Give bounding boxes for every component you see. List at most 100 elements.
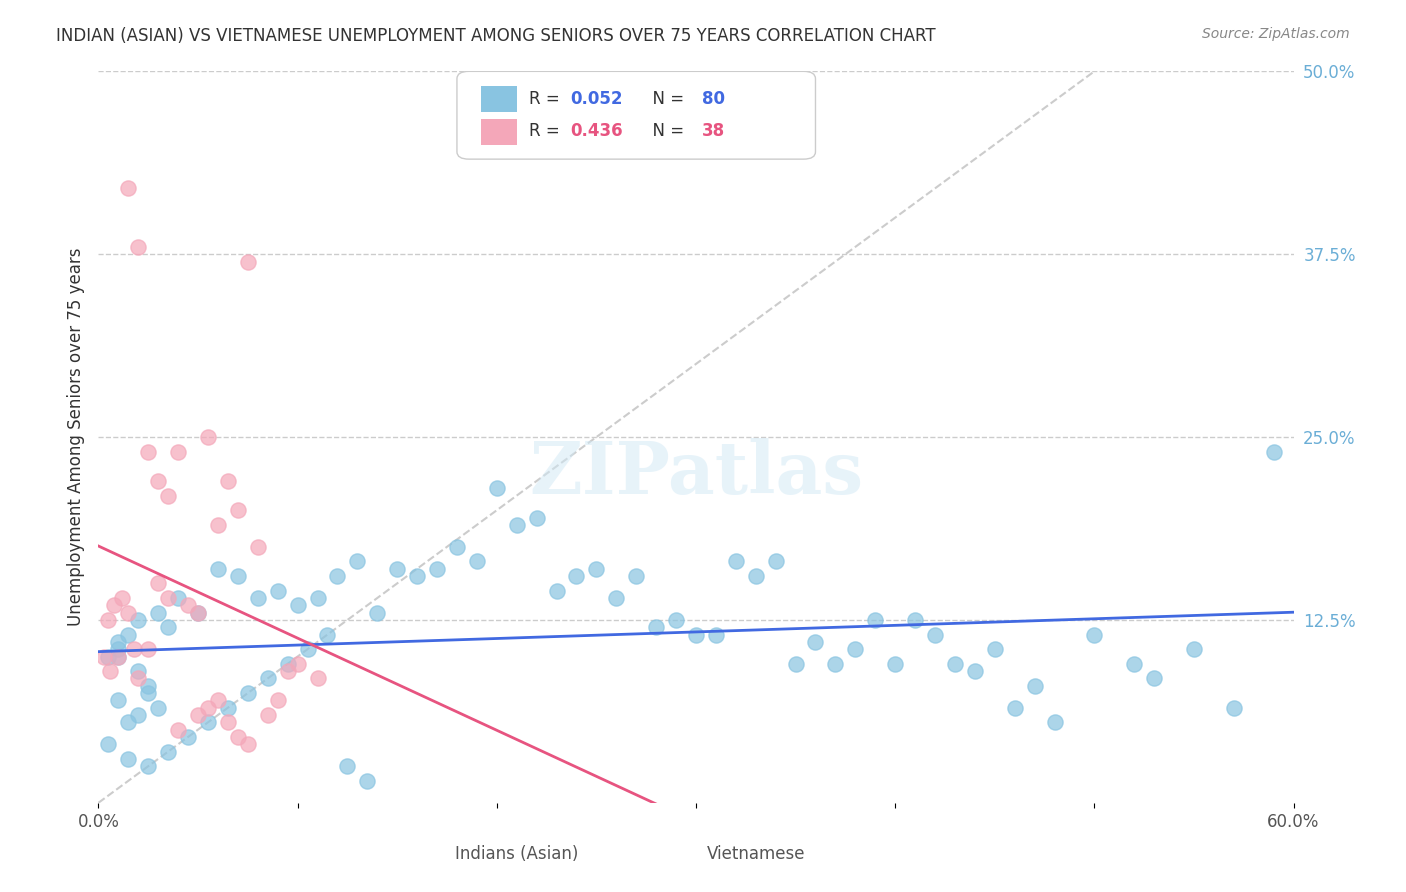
Indians (Asian) [1223,700,1246,714]
Indians (Asian) [136,679,159,693]
Vietnamese [277,664,299,678]
Indians (Asian) [157,620,180,634]
Indians (Asian) [217,700,239,714]
Indians (Asian) [626,569,648,583]
Indians (Asian) [107,642,129,657]
Indians (Asian) [167,591,190,605]
Indians (Asian) [406,569,429,583]
Indians (Asian) [546,583,568,598]
Vietnamese [127,240,149,254]
Vietnamese [167,723,190,737]
Text: 80: 80 [702,90,725,108]
Indians (Asian) [187,606,209,620]
Indians (Asian) [127,664,149,678]
Indians (Asian) [236,686,259,700]
Indians (Asian) [1143,672,1166,686]
Vietnamese [226,730,249,744]
Indians (Asian) [177,730,200,744]
Indians (Asian) [267,583,290,598]
Y-axis label: Unemployment Among Seniors over 75 years: Unemployment Among Seniors over 75 years [66,248,84,626]
Indians (Asian) [924,627,946,641]
Vietnamese [124,642,146,657]
Text: ZIPatlas: ZIPatlas [529,438,863,509]
Bar [481,119,517,145]
Indians (Asian) [785,657,807,671]
Indians (Asian) [336,759,359,773]
Indians (Asian) [117,627,139,641]
Vietnamese [107,649,129,664]
Indians (Asian) [277,657,299,671]
Indians (Asian) [1123,657,1146,671]
Indians (Asian) [316,627,339,641]
Text: Indians (Asian): Indians (Asian) [456,845,578,863]
Vietnamese [207,517,229,532]
Indians (Asian) [117,752,139,766]
Indians (Asian) [1004,700,1026,714]
Indians (Asian) [1024,679,1046,693]
Vietnamese [246,540,269,554]
Text: INDIAN (ASIAN) VS VIETNAMESE UNEMPLOYMENT AMONG SENIORS OVER 75 YEARS CORRELATIO: INDIAN (ASIAN) VS VIETNAMESE UNEMPLOYMEN… [56,27,936,45]
Indians (Asian) [984,642,1007,657]
Indians (Asian) [465,554,488,568]
Indians (Asian) [287,599,309,613]
Indians (Asian) [605,591,627,605]
Text: 0.052: 0.052 [571,90,623,108]
Indians (Asian) [246,591,269,605]
Vietnamese [236,254,259,268]
Indians (Asian) [107,693,129,707]
Text: R =: R = [529,90,565,108]
Indians (Asian) [704,627,727,641]
Vietnamese [148,474,170,488]
Text: 0.436: 0.436 [571,122,623,140]
Vietnamese [217,474,239,488]
Indians (Asian) [226,569,249,583]
Vietnamese [103,599,125,613]
Indians (Asian) [107,649,129,664]
Vietnamese [217,715,239,730]
Vietnamese [267,693,290,707]
Vietnamese [236,737,259,751]
Vietnamese [97,613,120,627]
Indians (Asian) [148,700,170,714]
Indians (Asian) [346,554,368,568]
Vietnamese [177,599,200,613]
Indians (Asian) [356,773,378,788]
Vietnamese [307,672,329,686]
Indians (Asian) [157,745,180,759]
Indians (Asian) [127,613,149,627]
Indians (Asian) [485,481,508,495]
Indians (Asian) [307,591,329,605]
Vietnamese [187,606,209,620]
Bar [422,845,470,863]
Indians (Asian) [197,715,219,730]
Indians (Asian) [1083,627,1105,641]
Vietnamese [136,642,159,657]
Indians (Asian) [745,569,768,583]
Vietnamese [117,181,139,195]
Text: R =: R = [529,122,565,140]
Indians (Asian) [1263,444,1285,458]
Indians (Asian) [685,627,707,641]
Indians (Asian) [366,606,388,620]
Vietnamese [197,700,219,714]
Indians (Asian) [884,657,907,671]
Text: Source: ZipAtlas.com: Source: ZipAtlas.com [1202,27,1350,41]
Indians (Asian) [585,562,607,576]
Indians (Asian) [97,737,120,751]
Text: N =: N = [643,90,689,108]
Vietnamese [197,430,219,444]
FancyBboxPatch shape [457,71,815,159]
Indians (Asian) [446,540,468,554]
Indians (Asian) [326,569,349,583]
Indians (Asian) [256,672,278,686]
Indians (Asian) [724,554,747,568]
Indians (Asian) [824,657,846,671]
Vietnamese [167,444,190,458]
Vietnamese [157,489,180,503]
Vietnamese [148,576,170,591]
Indians (Asian) [97,649,120,664]
Indians (Asian) [117,715,139,730]
Indians (Asian) [665,613,688,627]
Indians (Asian) [645,620,668,634]
Indians (Asian) [506,517,529,532]
